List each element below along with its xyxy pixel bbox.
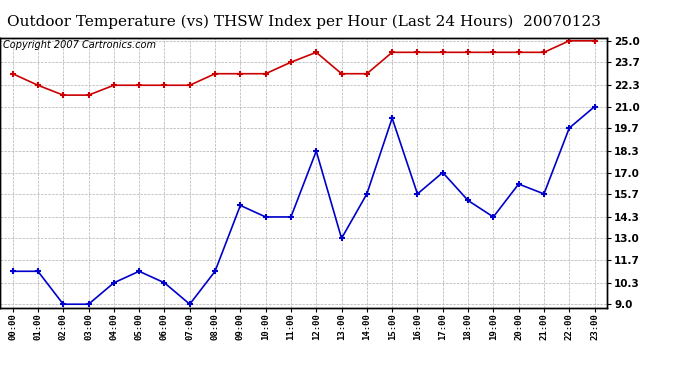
Text: Copyright 2007 Cartronics.com: Copyright 2007 Cartronics.com (3, 40, 156, 50)
Text: Outdoor Temperature (vs) THSW Index per Hour (Last 24 Hours)  20070123: Outdoor Temperature (vs) THSW Index per … (7, 15, 600, 29)
